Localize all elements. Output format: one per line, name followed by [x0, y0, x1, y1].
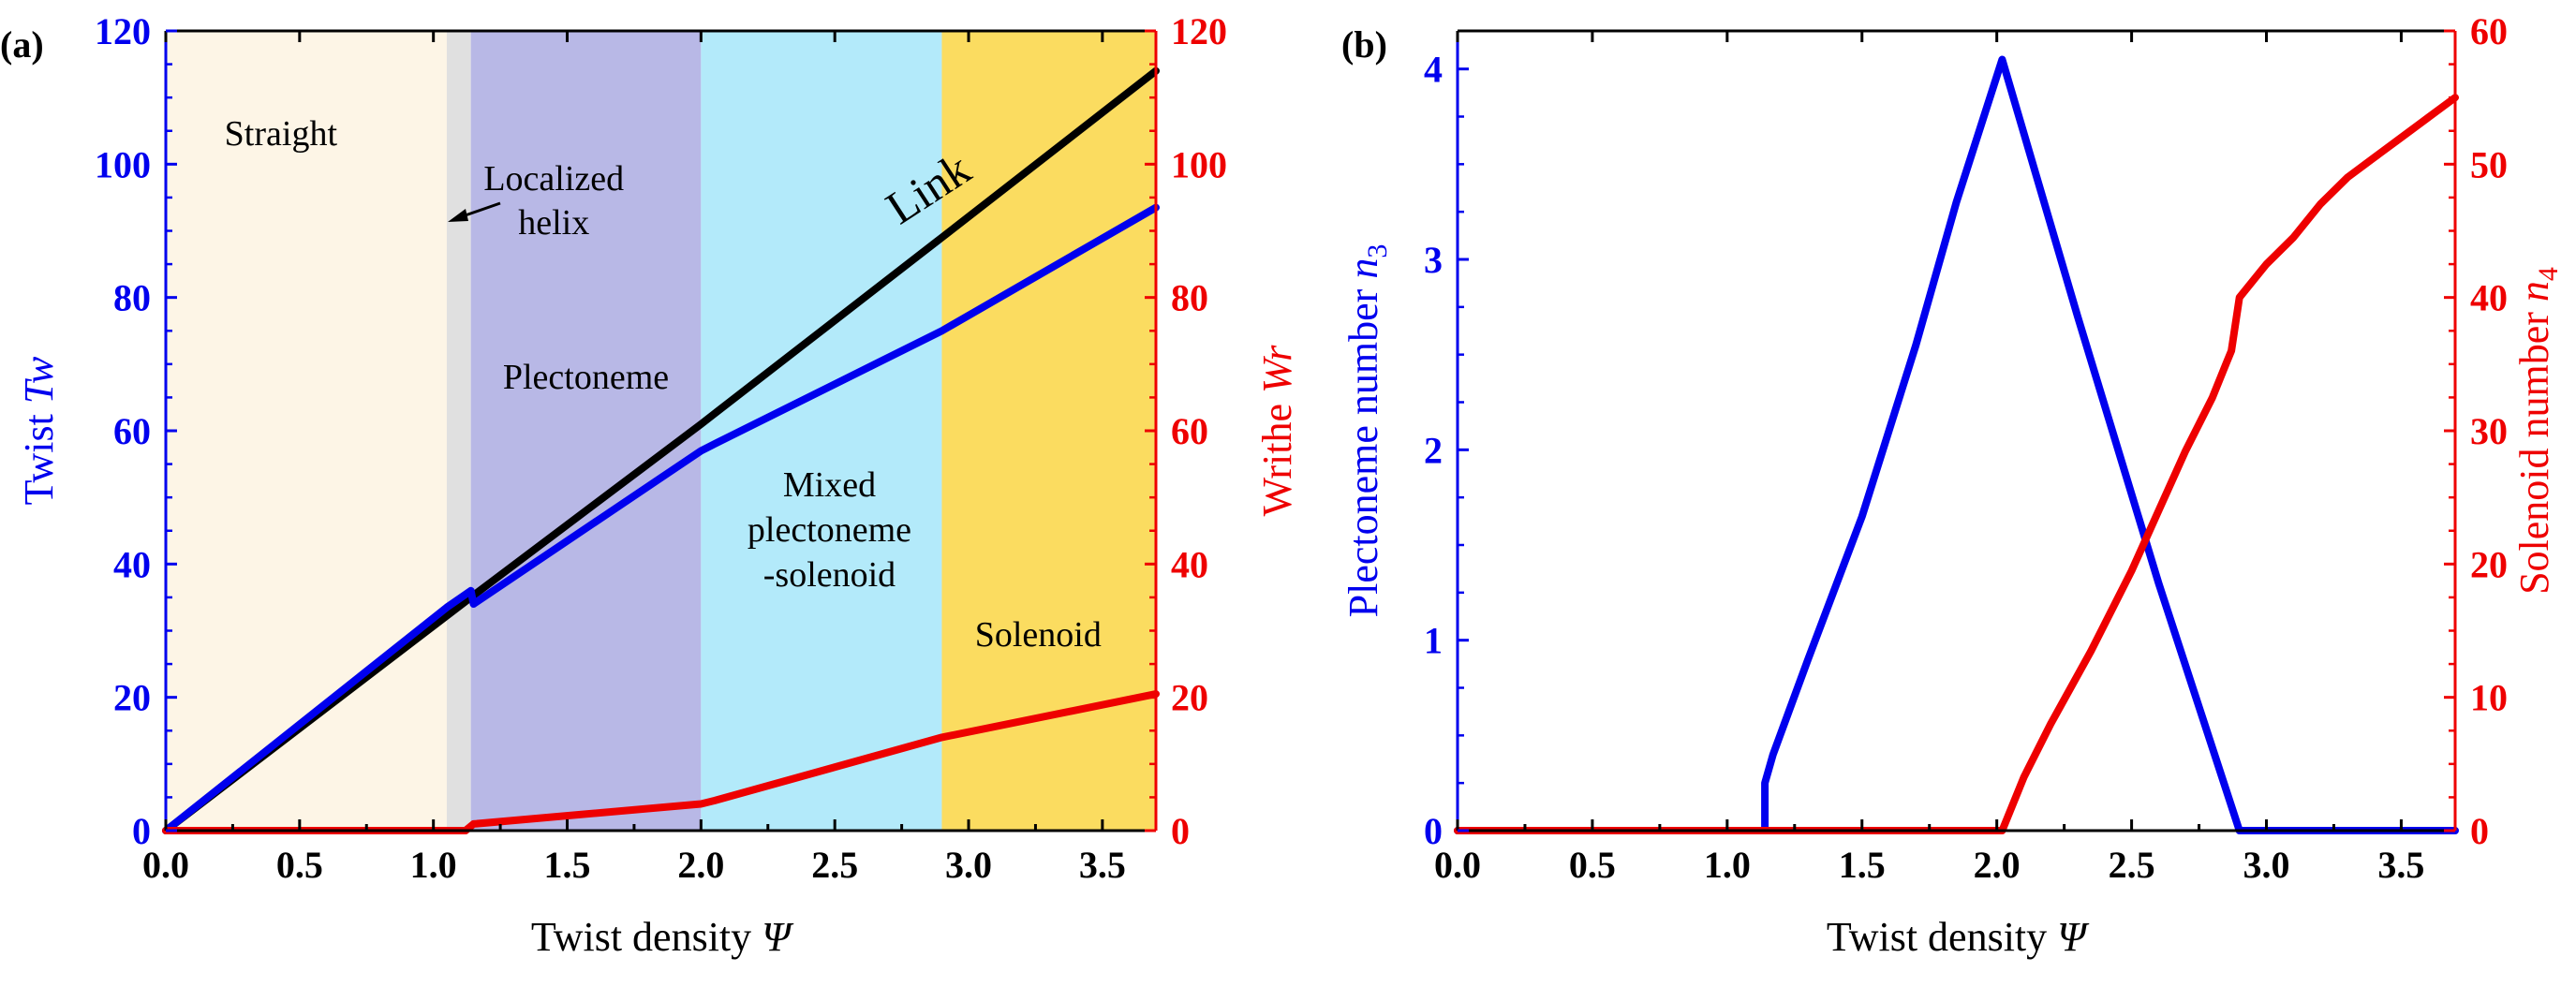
x-tick-label: 0.5	[1569, 844, 1616, 886]
y-right-tick-label: 20	[2470, 543, 2508, 585]
y-right-tick-label: 30	[2470, 410, 2508, 452]
x-axis-title-symbol: Ψ	[762, 914, 794, 960]
y-right-tick-label: 120	[1171, 10, 1227, 52]
x-tick-label: 1.0	[410, 844, 457, 886]
y-left-tick-label: 4	[1424, 49, 1443, 91]
y-right-tick-label: 40	[1171, 543, 1208, 585]
y-right-tick-label: 0	[1171, 810, 1190, 852]
y-right-tick-label: 20	[1171, 677, 1208, 719]
region-0	[166, 31, 447, 831]
region-2	[470, 31, 702, 831]
x-tick-label: 3.0	[2243, 844, 2290, 886]
x-tick-label: 3.5	[2377, 844, 2424, 886]
panel-label: (a)	[0, 23, 44, 66]
x-tick-label: 3.0	[945, 844, 992, 886]
x-axis-title: Twist density Ψ	[531, 914, 794, 960]
series-line-solenoid	[1454, 94, 2459, 834]
y-left-axis-title-symbol: Tw	[16, 356, 62, 404]
y-right-axis-title: Solenoid number n4	[2511, 267, 2564, 595]
y-right-axis-title-symbol: Wr	[1254, 345, 1300, 393]
region-label-helix: helix	[518, 203, 589, 243]
y-right-tick-label: 40	[2470, 277, 2508, 319]
x-tick-label: 1.5	[544, 844, 591, 886]
series-line-link	[162, 66, 1160, 834]
region-label-mixed-3: -solenoid	[763, 555, 896, 595]
y-left-axis-title-subscript: 3	[1362, 244, 1393, 258]
y-left-axis-title-text: Plectoneme number	[1340, 279, 1386, 618]
region-label-localized: Localized	[483, 159, 624, 199]
y-right-tick-label: 80	[1171, 277, 1208, 319]
y-left-axis-title-text: Twist	[16, 404, 62, 505]
y-right-axis-title-text: Solenoid number	[2511, 302, 2557, 595]
y-left-tick-label: 3	[1424, 239, 1443, 281]
y-left-tick-label: 100	[95, 143, 151, 185]
x-tick-label: 0.5	[276, 844, 323, 886]
region-4	[941, 31, 1156, 831]
x-tick-label: 2.5	[2109, 844, 2155, 886]
annotation-arrow-head	[448, 209, 468, 222]
y-right-axis-title: Writhe Wr	[1254, 345, 1300, 517]
y-left-axis-title: Twist Tw	[16, 356, 62, 505]
x-axis-title: Twist density Ψ	[1827, 914, 2090, 960]
y-right-tick-label: 100	[1171, 143, 1227, 185]
x-tick-label: 0.0	[142, 844, 189, 886]
y-left-tick-label: 1	[1424, 620, 1443, 662]
y-left-tick-label: 0	[1424, 810, 1443, 852]
series-line-twist	[162, 203, 1160, 834]
x-tick-label: 2.0	[1974, 844, 2021, 886]
region-label-mixed-1: Mixed	[783, 465, 876, 505]
y-left-tick-label: 2	[1424, 429, 1443, 471]
panel-a: 0.0 0.5 1.0 1.5 2.0 2.5 3.0 3.5 0 20 40 60 80 100 120 0…	[0, 10, 1300, 960]
panel-b: 0.0 0.5 1.0 1.5 2.0 2.5 3.0 3.50123401020304050…	[1340, 10, 2564, 960]
x-axis-title-text: Twist density	[531, 914, 762, 960]
x-tick-label: 1.5	[1839, 844, 1886, 886]
region-1	[446, 31, 471, 831]
y-left-tick-label: 80	[113, 277, 151, 319]
x-tick-label: 0.0	[1434, 844, 1481, 886]
y-left-tick-label: 40	[113, 543, 151, 585]
y-right-tick-label: 60	[1171, 410, 1208, 452]
x-tick-label: 3.5	[1079, 844, 1126, 886]
y-left-tick-label: 0	[132, 810, 151, 852]
region-label-solenoid: Solenoid	[975, 615, 1102, 655]
x-tick-label: 1.0	[1704, 844, 1751, 886]
x-axis-title-text: Twist density	[1827, 914, 2057, 960]
series-line-plectoneme	[1454, 55, 2459, 834]
y-right-axis-title-subscript: 4	[2533, 267, 2564, 281]
y-right-tick-label: 0	[2470, 810, 2489, 852]
y-right-tick-label: 10	[2470, 677, 2508, 719]
x-tick-label: 2.0	[677, 844, 724, 886]
region-label-straight: Straight	[225, 114, 338, 154]
y-right-tick-label: 50	[2470, 143, 2508, 185]
y-right-axis-title-symbol: n	[2511, 281, 2557, 302]
x-axis-title-symbol: Ψ	[2057, 914, 2090, 960]
region-label-mixed-2: plectoneme	[748, 510, 911, 550]
y-left-tick-label: 120	[95, 10, 151, 52]
y-right-tick-label: 60	[2470, 10, 2508, 52]
y-left-axis-title-symbol: n	[1340, 258, 1386, 279]
x-tick-label: 2.5	[811, 844, 858, 886]
y-left-tick-label: 60	[113, 410, 151, 452]
region-label-plectoneme: Plectoneme	[503, 358, 669, 397]
y-right-axis-title-text: Writhe	[1254, 393, 1300, 516]
y-left-tick-label: 20	[113, 677, 151, 719]
y-left-axis-title: Plectoneme number n3	[1340, 244, 1393, 618]
panel-label: (b)	[1341, 23, 1387, 66]
